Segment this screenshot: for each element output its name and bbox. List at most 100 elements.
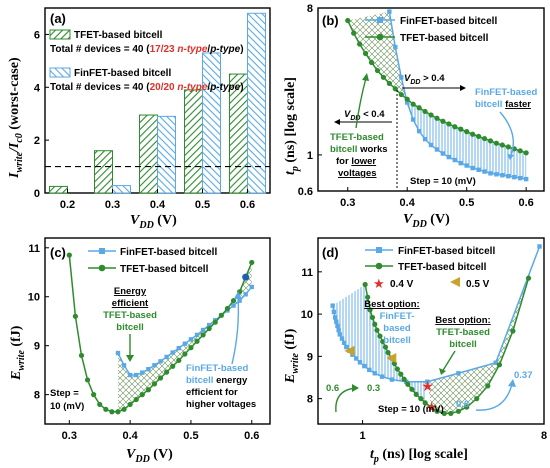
panel-d-xlabel: tp (ns) [log scale] — [370, 447, 468, 465]
svg-text:Energy: Energy — [114, 286, 147, 297]
marker-0.4v-0: ★ — [421, 379, 434, 395]
point-tfet-0.34 — [368, 59, 375, 66]
point-tfet-0.4 — [404, 96, 410, 102]
point-tfet-1.03 — [362, 281, 368, 288]
point-finfet-0.45 — [434, 147, 440, 152]
point-finfet-4.6 — [493, 360, 498, 365]
panel-d-ylabel: Ewrite (fJ) — [283, 328, 301, 384]
point-finfet-0.53 — [206, 322, 212, 328]
point-finfet-0.39 — [121, 363, 127, 368]
panel-c-step-2: 10 (mV) — [50, 401, 84, 412]
point-finfet-0.5 — [464, 163, 469, 168]
arrow-finfet-sweep — [475, 383, 513, 411]
arrow-tfet-lower — [355, 77, 367, 129]
ytick-label-8: 8 — [34, 390, 40, 402]
point-finfet-1.15 — [372, 371, 377, 376]
annotation-energy-efficient: Energy efficient TFET-based bitcell — [103, 286, 157, 333]
annotation-finfet-faster: FinFET-based bitcell faster — [475, 87, 537, 110]
point-finfet-0.49 — [182, 341, 188, 346]
point-tfet-0.44 — [151, 381, 158, 387]
ytick-label-6: 6 — [34, 29, 40, 41]
point-tfet-1.12 — [369, 314, 376, 321]
point-finfet-0.79 — [339, 336, 345, 341]
legend-label-finfet: FinFET-based bitcell — [120, 247, 217, 258]
point-finfet-0.46 — [440, 151, 446, 156]
panel-c-line-chart: (c) 0.3 0.4 0.5 0.6 8 9 10 11 FinFET-based bitc… — [9, 237, 271, 465]
bar-finfet-0.4 — [157, 115, 176, 194]
svg-text:bitcell works: bitcell works — [330, 144, 388, 155]
legend-total-tfet: Total # devices = 40 (17/23 n-type/p-typ… — [50, 44, 244, 55]
point-finfet-0.44 — [152, 363, 157, 368]
point-tfet-0.55 — [218, 312, 224, 318]
legend-label-0.4v: 0.4 V — [390, 279, 414, 290]
label-finfet-0.37: 0.37 — [514, 370, 533, 381]
panel-c-ticks: 0.3 0.4 0.5 0.6 8 9 10 11 — [28, 243, 260, 442]
point-tfet-0.48 — [176, 357, 182, 363]
point-tfet-0.53 — [481, 135, 488, 142]
point-finfet-0.38 — [115, 350, 121, 356]
point-finfet-0.48 — [176, 345, 181, 351]
ytick-label-11: 11 — [301, 267, 313, 279]
marker-0.5v-0 — [344, 345, 355, 356]
point-tfet-2.05 — [422, 400, 428, 406]
svg-text:FinFET-based: FinFET-based — [186, 363, 248, 374]
point-finfet-0.43 — [146, 366, 151, 372]
point-finfet-1.08 — [367, 367, 372, 373]
panel-a-ylabel: Iwrite/Ic0 (worst-case) — [7, 57, 25, 179]
svg-text:efficient for: efficient for — [186, 387, 238, 398]
point-tfet-1.3 — [382, 344, 389, 350]
panel-b-ylabel: tp (ns) [log scale] — [283, 77, 301, 175]
point-tfet-0.4 — [127, 401, 133, 408]
annotation-vdd-lt: VDD < 0.4 — [344, 109, 385, 122]
point-tfet-0.51 — [470, 131, 476, 137]
bar-tfet-0.4 — [139, 114, 158, 194]
panel-b-ticks: 0.3 0.4 0.5 0.6 0.6 1 8 — [298, 3, 534, 209]
bar-finfet-0.5 — [202, 52, 221, 194]
panel-b-legend: FinFET-based bitcell TFET-based bitcell — [365, 16, 497, 44]
legend-marker-finfet — [99, 248, 105, 254]
point-tfet-0.35 — [374, 67, 381, 74]
point-finfet-0.52 — [200, 327, 206, 333]
arrow-best-tfet — [441, 350, 456, 373]
svg-text:TFET-based: TFET-based — [436, 327, 490, 338]
bar-tfet-0.3 — [94, 150, 113, 194]
point-tfet-0.46 — [164, 369, 170, 375]
point-tfet-3.3 — [464, 404, 470, 410]
svg-text:voltages: voltages — [338, 168, 377, 179]
panel-c-xlabel: VDD (V) — [126, 447, 173, 465]
point-tfet-0.34 — [91, 392, 97, 398]
point-tfet-0.36 — [380, 74, 387, 80]
point-finfet-0.41 — [410, 117, 416, 122]
point-tfet-5.6 — [510, 328, 516, 334]
svg-text:TFET-based: TFET-based — [103, 310, 157, 321]
point-finfet-0.74 — [334, 319, 339, 324]
point-tfet-0.56 — [224, 305, 231, 312]
point-finfet-0.53 — [482, 169, 487, 174]
point-finfet-0.42 — [416, 128, 422, 134]
legend-label-finfet: FinFET-based bitcell — [74, 68, 171, 79]
arrow-finfet-higher — [231, 295, 240, 365]
point-finfet-0.57 — [506, 173, 511, 179]
svg-text:efficient: efficient — [112, 298, 149, 309]
legend-label-finfet: FinFET-based bitcell — [398, 246, 495, 257]
legend-label-tfet: TFET-based bitcell — [400, 33, 489, 44]
point-finfet-0.44 — [428, 142, 434, 148]
point-finfet-0.5 — [188, 337, 194, 342]
panel-c-frame — [44, 237, 271, 425]
xtick-label-0.4: 0.4 — [400, 197, 416, 209]
point-tfet-0.3 — [66, 252, 72, 258]
point-tfet-0.33 — [362, 50, 369, 57]
panel-a-ticks: 0.2 0.3 0.4 0.5 0.6 0 2 4 6 — [34, 29, 255, 211]
legend-label-finfet: FinFET-based bitcell — [400, 16, 497, 27]
point-finfet-7.6 — [537, 244, 542, 249]
point-tfet-0.5 — [188, 345, 194, 351]
xtick-label-0.5: 0.5 — [183, 430, 198, 442]
panel-a-tag: (a) — [50, 11, 66, 26]
point-finfet-0.59 — [243, 292, 248, 297]
ytick-label-10: 10 — [301, 309, 313, 321]
annotation-tfet-lower: TFET-based bitcell works for lower volta… — [330, 132, 388, 179]
point-finfet-0.51 — [470, 165, 475, 171]
svg-text:bitcell: bitcell — [383, 335, 410, 346]
marker-0.4v-1: ★ — [425, 400, 438, 416]
